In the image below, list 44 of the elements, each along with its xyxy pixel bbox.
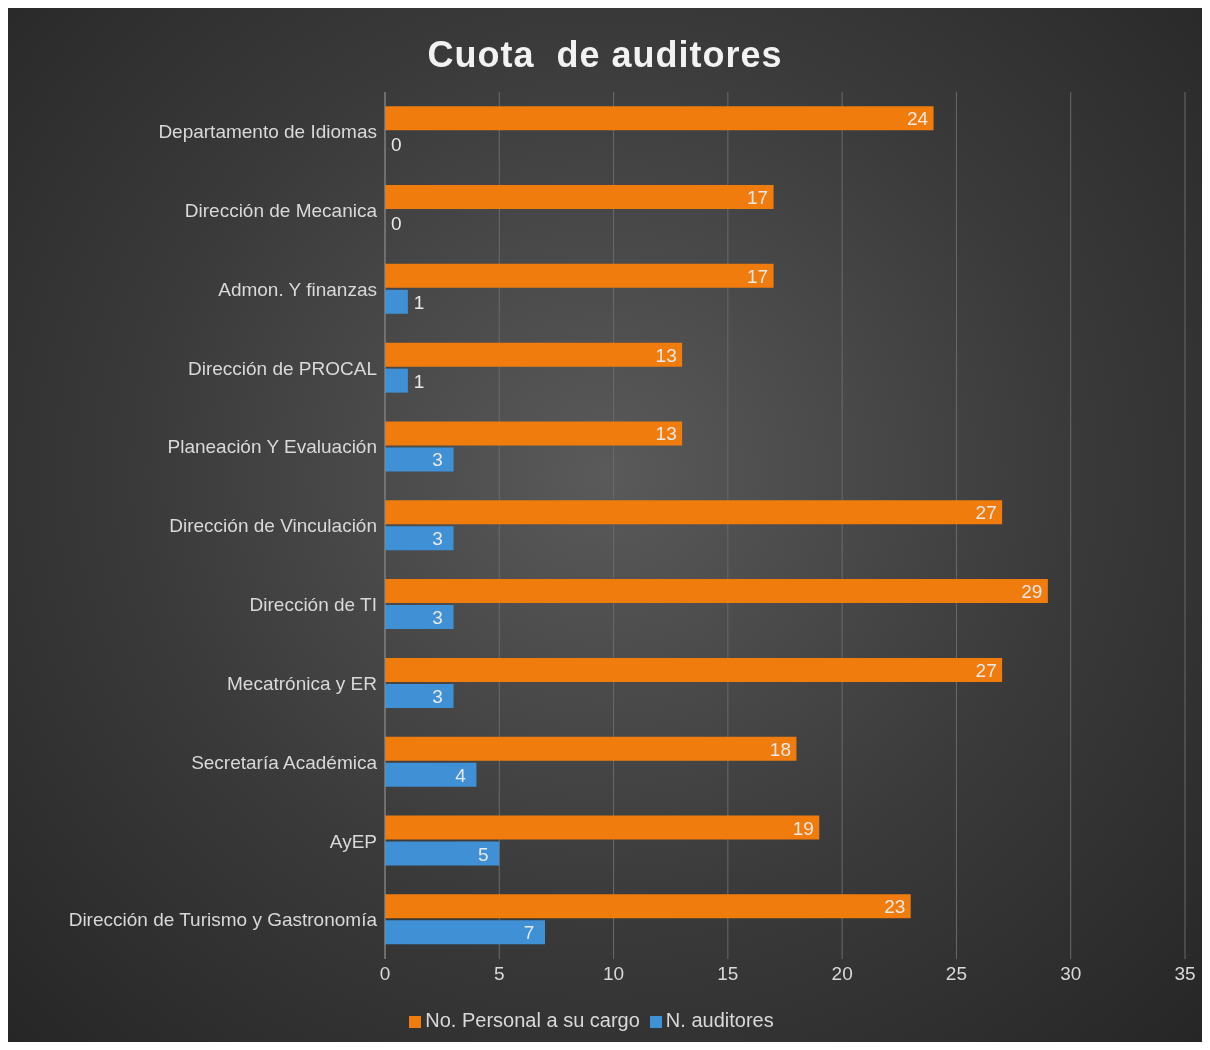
data-label: 0 xyxy=(391,213,402,235)
y-tick-label: Planeación Y Evaluación xyxy=(167,436,377,458)
x-tick-label: 20 xyxy=(831,963,853,985)
x-tick-label: 15 xyxy=(717,963,739,985)
y-tick-label: Dirección de PROCAL xyxy=(187,357,377,379)
y-tick-label: Dirección de Mecanica xyxy=(184,199,378,221)
data-label: 3 xyxy=(432,528,443,550)
legend-label: No. Personal a su cargo xyxy=(425,1009,640,1031)
legend-label: N. auditores xyxy=(665,1009,774,1031)
y-tick-label: Mecatrónica y ER xyxy=(227,672,377,694)
data-label: 17 xyxy=(747,265,769,287)
data-label: 7 xyxy=(523,922,535,944)
data-label: 3 xyxy=(432,607,443,629)
y-tick-label: Secretaría Académica xyxy=(191,751,378,773)
data-label: 3 xyxy=(432,449,443,471)
data-label: 1 xyxy=(413,291,425,313)
y-tick-label: Dirección de Vinculación xyxy=(169,515,377,537)
y-tick-label: Departamento de Idiomas xyxy=(158,121,377,143)
data-label: 19 xyxy=(792,817,814,839)
data-label: 23 xyxy=(884,896,906,918)
x-tick-label: 10 xyxy=(603,963,625,985)
y-tick-label: Admon. Y finanzas xyxy=(218,278,377,300)
x-tick-label: 5 xyxy=(494,963,505,985)
data-label: 5 xyxy=(478,843,489,865)
chart-title: Cuota de auditores xyxy=(426,33,784,77)
data-label: 17 xyxy=(747,187,769,209)
data-label: 27 xyxy=(975,659,997,681)
y-tick-label: Dirección de TI xyxy=(249,594,377,616)
x-tick-label: 25 xyxy=(945,963,967,985)
data-label: 0 xyxy=(391,134,402,156)
data-label: 18 xyxy=(769,738,791,760)
y-tick-label: Dirección de Turismo y Gastronomía xyxy=(68,909,378,931)
data-label: 4 xyxy=(455,764,467,786)
data-label: 29 xyxy=(1021,581,1043,603)
data-label: 1 xyxy=(413,370,425,392)
data-label: 24 xyxy=(907,108,929,130)
data-label: 27 xyxy=(975,502,997,524)
data-label: 13 xyxy=(655,423,677,445)
x-tick-label: 35 xyxy=(1174,963,1196,985)
data-label: 13 xyxy=(655,344,677,366)
y-tick-label: AyEP xyxy=(329,830,377,852)
x-tick-label: 30 xyxy=(1060,963,1082,985)
x-tick-label: 0 xyxy=(379,963,391,985)
data-label: 3 xyxy=(432,685,443,707)
